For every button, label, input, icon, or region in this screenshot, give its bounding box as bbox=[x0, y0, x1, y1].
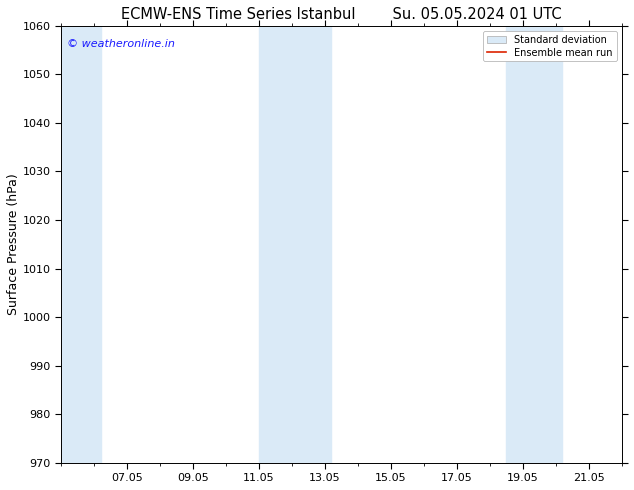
Text: © weatheronline.in: © weatheronline.in bbox=[67, 39, 175, 49]
Bar bbox=[259, 26, 332, 463]
Title: ECMW-ENS Time Series Istanbul        Su. 05.05.2024 01 UTC: ECMW-ENS Time Series Istanbul Su. 05.05.… bbox=[121, 7, 562, 22]
Legend: Standard deviation, Ensemble mean run: Standard deviation, Ensemble mean run bbox=[483, 31, 617, 61]
Bar bbox=[506, 26, 562, 463]
Y-axis label: Surface Pressure (hPa): Surface Pressure (hPa) bbox=[7, 173, 20, 315]
Bar bbox=[61, 26, 101, 463]
